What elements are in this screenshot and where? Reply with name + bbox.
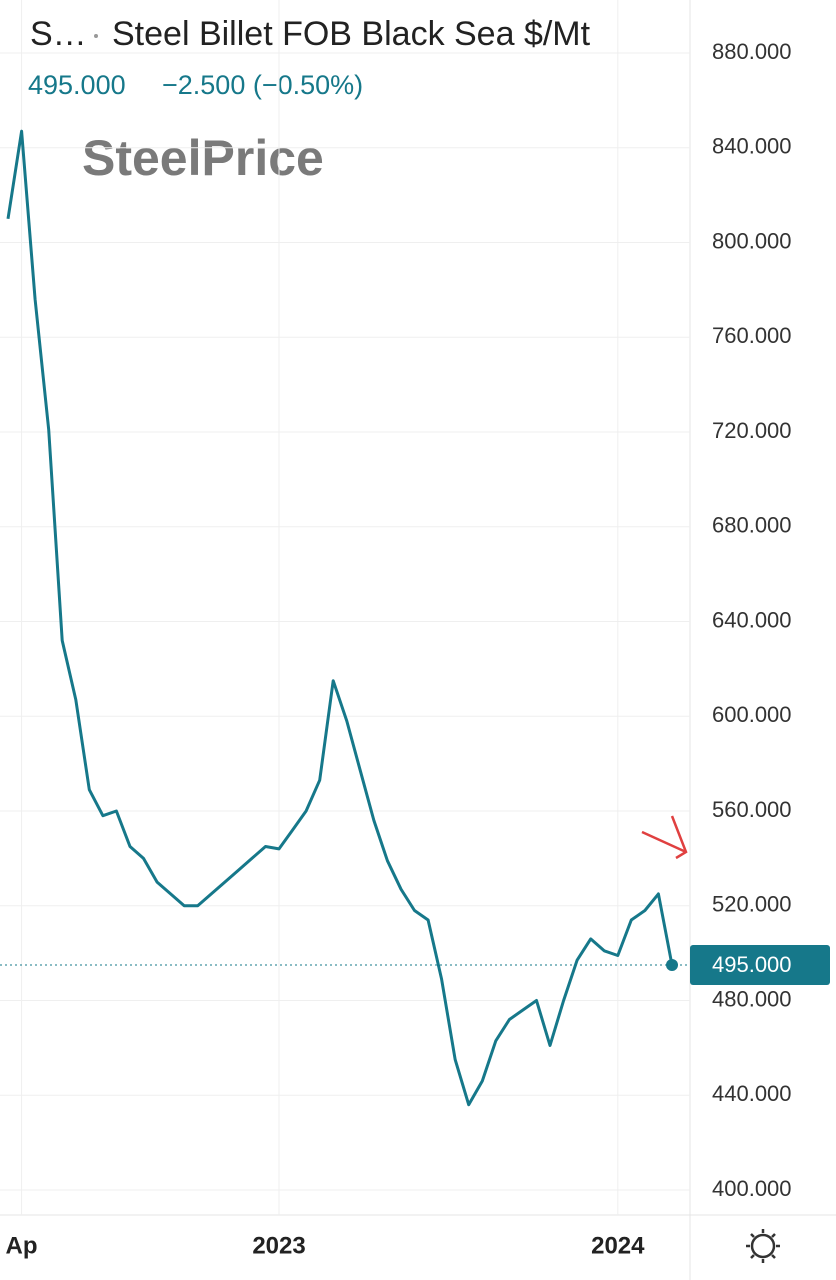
price-badge-label: 495.000 — [712, 952, 792, 977]
y-tick-label: 880.000 — [712, 39, 792, 64]
last-point — [666, 958, 678, 971]
annotation-arrow — [641, 815, 688, 860]
separator-dot — [94, 34, 98, 38]
y-tick-label: 440.000 — [712, 1081, 792, 1106]
price: 495.000 — [28, 70, 126, 100]
price-badge — [690, 944, 830, 985]
y-tick-label: 680.000 — [712, 513, 792, 538]
chart-title: Steel Billet FOB Black Sea $/Mt — [112, 15, 591, 53]
y-tick-label: 600.000 — [712, 702, 792, 727]
y-tick-label: 560.000 — [712, 797, 792, 822]
y-tick-label: 840.000 — [712, 134, 792, 159]
x-tick-label: 2024 — [591, 1232, 645, 1259]
symbol: S… — [30, 15, 87, 53]
watermark: SteelPrice — [82, 130, 324, 186]
y-tick-label: 800.000 — [712, 228, 792, 253]
y-tick-label: 640.000 — [712, 607, 792, 632]
y-tick-label: 400.000 — [712, 1176, 792, 1201]
x-tick-label: 2023 — [252, 1232, 305, 1259]
x-tick-label: Ap — [6, 1232, 38, 1259]
y-tick-label: 720.000 — [712, 418, 792, 443]
change: −2.500 (−0.50%) — [162, 70, 363, 100]
y-tick-label: 520.000 — [712, 892, 792, 917]
y-tick-label: 480.000 — [712, 986, 792, 1011]
settings-icon[interactable] — [746, 1229, 780, 1263]
y-tick-label: 760.000 — [712, 323, 792, 348]
price-line — [6, 129, 674, 1107]
